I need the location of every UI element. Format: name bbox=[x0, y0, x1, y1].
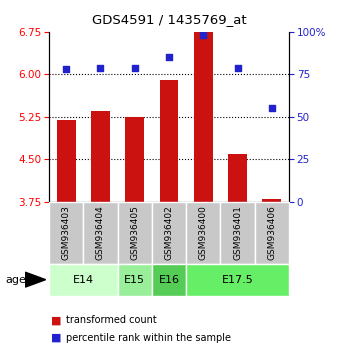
Text: GSM936401: GSM936401 bbox=[233, 205, 242, 260]
Point bbox=[166, 55, 172, 60]
Point bbox=[64, 67, 69, 72]
Text: GSM936403: GSM936403 bbox=[62, 205, 71, 260]
Bar bbox=[228, 154, 247, 202]
Point bbox=[235, 65, 240, 70]
Point bbox=[98, 65, 103, 70]
Bar bbox=[186, 264, 289, 296]
Text: GSM936404: GSM936404 bbox=[96, 205, 105, 259]
Bar bbox=[49, 202, 83, 264]
Bar bbox=[125, 117, 144, 202]
Text: GSM936400: GSM936400 bbox=[199, 205, 208, 260]
Text: age: age bbox=[5, 275, 26, 285]
Bar bbox=[255, 202, 289, 264]
Point bbox=[269, 105, 274, 111]
Text: GDS4591 / 1435769_at: GDS4591 / 1435769_at bbox=[92, 13, 246, 26]
Bar bbox=[220, 202, 255, 264]
Text: E17.5: E17.5 bbox=[222, 275, 254, 285]
Bar bbox=[83, 202, 118, 264]
Text: ■: ■ bbox=[51, 333, 61, 343]
Text: GSM936402: GSM936402 bbox=[165, 205, 173, 259]
Bar bbox=[118, 264, 152, 296]
Bar bbox=[91, 111, 110, 202]
Bar bbox=[57, 120, 76, 202]
Polygon shape bbox=[25, 272, 46, 287]
Text: E16: E16 bbox=[159, 275, 179, 285]
Bar bbox=[160, 80, 178, 202]
Text: transformed count: transformed count bbox=[66, 315, 156, 325]
Text: GSM936405: GSM936405 bbox=[130, 205, 139, 260]
Text: percentile rank within the sample: percentile rank within the sample bbox=[66, 333, 231, 343]
Bar bbox=[49, 264, 118, 296]
Text: E15: E15 bbox=[124, 275, 145, 285]
Point bbox=[132, 65, 138, 70]
Text: E14: E14 bbox=[73, 275, 94, 285]
Bar bbox=[152, 202, 186, 264]
Text: ■: ■ bbox=[51, 315, 61, 325]
Bar bbox=[186, 202, 220, 264]
Bar bbox=[262, 199, 281, 202]
Point bbox=[200, 33, 206, 38]
Bar bbox=[118, 202, 152, 264]
Bar bbox=[194, 32, 213, 202]
Bar bbox=[152, 264, 186, 296]
Text: GSM936406: GSM936406 bbox=[267, 205, 276, 260]
